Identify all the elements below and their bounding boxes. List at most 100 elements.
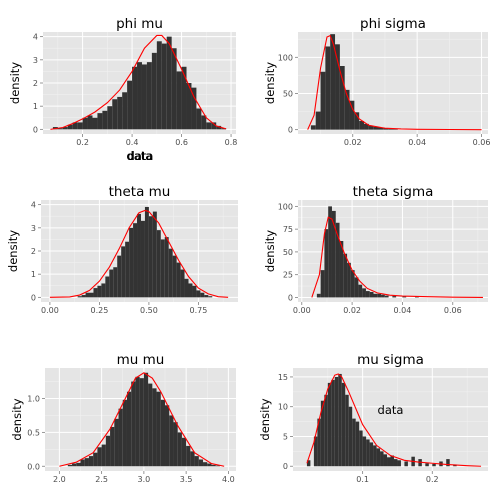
histogram-bar: [211, 464, 216, 467]
histogram-bar: [181, 66, 187, 130]
histogram-bar: [359, 430, 363, 467]
histogram-bar: [144, 206, 149, 298]
y-tick-label: 10: [278, 403, 288, 412]
histogram-bar: [339, 66, 345, 130]
histogram-bar: [84, 458, 89, 467]
y-tick-label: 2: [31, 247, 36, 256]
y-tick-label: 0: [33, 125, 38, 134]
histogram-bar: [156, 230, 161, 298]
x-tick-label: 0.00: [293, 306, 311, 315]
histogram-bar: [335, 44, 340, 130]
histogram-bar: [67, 124, 73, 130]
histogram-bar: [196, 108, 202, 130]
histogram-bar: [404, 461, 408, 467]
histogram-bar: [177, 432, 182, 467]
histogram-bar: [387, 457, 391, 467]
panel-1: 0.2 0.4 0.6 0.8 0 1 2 3 4 phi mu data density: [8, 16, 237, 163]
histogram-bar: [172, 255, 177, 298]
panel-title: mu sigma: [357, 352, 424, 368]
histogram-bar: [105, 435, 111, 467]
histogram-bar: [171, 48, 177, 130]
y-tick-label: 0: [31, 293, 36, 302]
x-tick-label: 0.50: [140, 306, 158, 315]
histogram-bar: [331, 379, 335, 467]
y-axis-label: density: [10, 398, 24, 440]
histogram-bar: [151, 52, 157, 130]
y-tick-label: 75: [283, 225, 293, 234]
x-axis-label: data: [378, 403, 404, 417]
histogram-bar: [72, 122, 78, 130]
histogram-bar: [334, 376, 339, 467]
histogram-bar: [191, 87, 197, 130]
histogram-bar: [310, 125, 316, 130]
histogram-bar: [152, 211, 157, 298]
histogram-bar: [72, 463, 77, 467]
histogram-bar: [176, 71, 182, 130]
x-tick-label: 0.2: [426, 475, 439, 484]
histogram-bar: [208, 296, 213, 298]
histogram-bar: [359, 120, 365, 130]
x-tick-label: 0.00: [41, 306, 59, 315]
y-tick-label: 25: [283, 271, 293, 280]
histogram-bar: [166, 36, 172, 130]
y-axis-label: density: [258, 398, 272, 440]
x-tick-label: 0.8: [225, 138, 238, 147]
histogram-bar: [180, 269, 185, 298]
histogram-bar: [366, 439, 370, 467]
x-tick-label: 0.6: [175, 138, 188, 147]
histogram-bar: [339, 240, 344, 298]
histogram-bar: [373, 445, 377, 467]
histogram-bar: [188, 283, 193, 298]
histogram-bar: [348, 406, 353, 467]
histogram-bar: [127, 80, 133, 130]
histogram-bar: [101, 444, 106, 467]
histogram-bar: [362, 288, 366, 298]
histogram-bar: [330, 34, 336, 130]
histogram-bar: [392, 296, 397, 298]
histogram-bar: [137, 213, 141, 298]
histogram-bar: [67, 464, 73, 467]
density-curve: [311, 216, 483, 298]
histogram-bar: [376, 448, 381, 467]
histogram-bar: [152, 388, 157, 467]
histogram-bar: [378, 127, 384, 130]
histogram-bar: [107, 106, 113, 130]
histogram-bar: [354, 112, 360, 130]
histogram-bar: [97, 285, 102, 298]
histogram-bar: [186, 83, 192, 130]
histogram-bar: [198, 459, 204, 467]
histogram-bar: [126, 391, 132, 467]
histogram-bar: [315, 111, 321, 130]
x-axis-label: data: [127, 149, 153, 163]
y-tick-label: 0: [288, 293, 293, 302]
histogram-bar: [380, 451, 384, 467]
histogram-bar: [165, 405, 170, 467]
histogram-bar: [87, 115, 93, 130]
histogram-bar: [397, 460, 401, 467]
histogram-bar: [148, 216, 153, 298]
histogram-bar: [216, 125, 222, 130]
histogram-bar: [122, 92, 128, 130]
histogram-bar: [221, 128, 227, 130]
panel-title: phi mu: [116, 16, 163, 32]
histogram-bar: [204, 295, 209, 298]
histogram-bar: [164, 237, 169, 298]
histogram-bar: [133, 223, 138, 298]
histogram-bar: [192, 285, 197, 298]
histogram-bar: [352, 418, 356, 467]
histogram-bar: [129, 227, 134, 298]
histogram-bar: [194, 456, 199, 467]
histogram-bar: [390, 455, 394, 467]
histogram-bar: [112, 99, 118, 130]
histogram-bar: [77, 296, 82, 298]
y-tick-label: 100: [278, 53, 293, 62]
histogram-bar: [121, 246, 126, 298]
histogram-bar: [141, 64, 147, 130]
histogram-bar: [338, 373, 342, 467]
y-tick-label: 0: [288, 126, 293, 135]
histogram-bar: [331, 210, 336, 298]
histogram-bar: [317, 418, 321, 467]
panel-title: mu mu: [117, 352, 165, 368]
x-tick-label: 3.5: [180, 475, 193, 484]
y-axis-label: density: [263, 230, 277, 272]
